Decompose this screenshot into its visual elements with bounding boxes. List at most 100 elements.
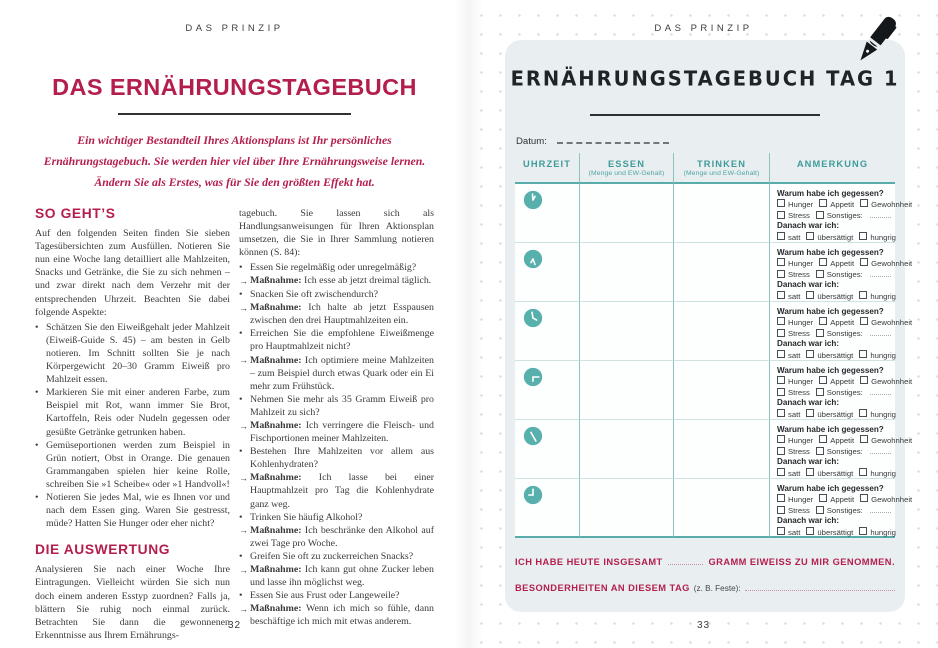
checkbox[interactable] xyxy=(819,494,828,503)
checkbox[interactable] xyxy=(777,376,785,385)
checkbox[interactable] xyxy=(777,468,785,477)
checkbox[interactable] xyxy=(819,317,828,326)
checkbox[interactable] xyxy=(860,376,869,385)
checkbox-label: satt xyxy=(788,350,801,360)
checkbox-label: hungrig xyxy=(870,527,896,537)
essen-cell[interactable] xyxy=(580,302,674,361)
uhrzeit-cell[interactable] xyxy=(515,184,580,243)
checkbox[interactable] xyxy=(859,291,868,300)
checkbox[interactable] xyxy=(806,527,815,536)
checkbox-label: Hunger xyxy=(788,258,814,268)
checkbox-label: Hunger xyxy=(788,494,814,504)
checkbox[interactable] xyxy=(777,199,785,208)
checkbox[interactable] xyxy=(815,328,824,337)
checkbox[interactable] xyxy=(859,350,868,359)
checkbox[interactable] xyxy=(815,505,824,514)
uhrzeit-cell[interactable] xyxy=(515,420,580,479)
checkbox[interactable] xyxy=(777,494,785,503)
qa-question-text: Nehmen Sie mehr als 35 Gramm Eiweiß pro … xyxy=(250,393,434,418)
sonstiges-blank-line[interactable] xyxy=(869,210,891,219)
uhrzeit-cell[interactable] xyxy=(515,243,580,302)
checkbox[interactable] xyxy=(777,328,785,337)
summary-blank-line[interactable] xyxy=(667,556,704,565)
checkbox[interactable] xyxy=(815,210,824,219)
checkbox[interactable] xyxy=(815,269,824,278)
checkbox[interactable] xyxy=(860,199,869,208)
essen-cell[interactable] xyxy=(580,184,674,243)
checkbox[interactable] xyxy=(777,317,785,326)
trinken-cell[interactable] xyxy=(674,479,770,538)
uhrzeit-cell[interactable] xyxy=(515,361,580,420)
checkbox-row: Hunger Appetit Gewohnheit xyxy=(777,258,912,269)
checkbox[interactable] xyxy=(777,269,785,278)
checkbox[interactable] xyxy=(819,435,828,444)
checkbox[interactable] xyxy=(806,468,815,477)
checkbox[interactable] xyxy=(777,387,785,396)
checkbox[interactable] xyxy=(777,446,785,455)
checkbox[interactable] xyxy=(777,505,785,514)
bullet-icon: • xyxy=(239,289,243,301)
arrow-icon: → xyxy=(239,275,248,286)
checkbox[interactable] xyxy=(806,291,815,300)
checkbox[interactable] xyxy=(860,494,869,503)
checkbox-label: Appetit xyxy=(830,376,855,386)
trinken-cell[interactable] xyxy=(674,243,770,302)
checkbox[interactable] xyxy=(819,258,828,267)
checkbox[interactable] xyxy=(777,232,785,241)
checkbox-row: Stress Sonstiges: xyxy=(777,387,891,398)
qa-question: • Essen Sie aus Frust oder Langeweile? xyxy=(239,589,434,602)
note-question: Danach war ich: xyxy=(777,516,840,526)
qa-measure: → Maßnahme: Ich kann gut ohne Zucker lebe… xyxy=(239,563,434,589)
essen-cell[interactable] xyxy=(580,243,674,302)
checkbox-row: Hunger Appetit Gewohnheit xyxy=(777,435,912,446)
checkbox[interactable] xyxy=(815,446,824,455)
besonderheiten-blank-line[interactable] xyxy=(744,582,895,591)
trinken-cell[interactable] xyxy=(674,302,770,361)
checkbox[interactable] xyxy=(859,527,868,536)
checkbox[interactable] xyxy=(860,258,869,267)
checkbox[interactable] xyxy=(815,387,824,396)
qa-question: • Nehmen Sie mehr als 35 Gramm Eiweiß pro… xyxy=(239,393,434,419)
checkbox[interactable] xyxy=(777,409,785,418)
checkbox[interactable] xyxy=(777,291,785,300)
checkbox[interactable] xyxy=(777,350,785,359)
trinken-cell[interactable] xyxy=(674,420,770,479)
checkbox-label: Sonstiges: xyxy=(826,211,863,221)
left-page: DAS PRINZIP DAS ERNÄHRUNGSTAGEBUCH Ein w… xyxy=(35,23,434,641)
checkbox-row: satt übersättigt hungrig xyxy=(777,468,896,479)
trinken-cell[interactable] xyxy=(674,361,770,420)
summary-line: ICH HABE HEUTE INSGESAMT GRAMM EIWEISS Z… xyxy=(515,556,895,567)
checkbox[interactable] xyxy=(777,258,785,267)
essen-cell[interactable] xyxy=(580,420,674,479)
checkbox[interactable] xyxy=(859,232,868,241)
essen-cell[interactable] xyxy=(580,479,674,538)
sonstiges-blank-line[interactable] xyxy=(869,269,891,278)
sonstiges-blank-line[interactable] xyxy=(869,328,891,337)
sonstiges-blank-line[interactable] xyxy=(869,446,891,455)
checkbox[interactable] xyxy=(819,376,828,385)
checkbox[interactable] xyxy=(860,317,869,326)
measure-label: Maßnahme: xyxy=(250,302,302,314)
uhrzeit-cell[interactable] xyxy=(515,302,580,361)
checkbox[interactable] xyxy=(819,199,828,208)
checkbox-row: satt übersättigt hungrig xyxy=(777,232,896,243)
sonstiges-blank-line[interactable] xyxy=(869,387,891,396)
checkbox[interactable] xyxy=(860,435,869,444)
essen-cell[interactable] xyxy=(580,361,674,420)
checkbox[interactable] xyxy=(777,210,785,219)
checkbox[interactable] xyxy=(859,409,868,418)
checkbox-label: übersättigt xyxy=(817,468,854,478)
column-sublabel: (Menge und EW-Gehalt) xyxy=(683,170,760,177)
qa-measure: → Maßnahme: Ich optimiere meine Mahlzeite… xyxy=(239,354,434,393)
note-question: Warum habe ich gegessen? xyxy=(777,365,884,375)
checkbox[interactable] xyxy=(777,435,785,444)
uhrzeit-cell[interactable] xyxy=(515,479,580,538)
date-blank-line[interactable] xyxy=(556,134,669,144)
checkbox[interactable] xyxy=(777,527,785,536)
trinken-cell[interactable] xyxy=(674,184,770,243)
checkbox[interactable] xyxy=(859,468,868,477)
checkbox[interactable] xyxy=(806,350,815,359)
sonstiges-blank-line[interactable] xyxy=(869,505,891,514)
checkbox[interactable] xyxy=(806,232,815,241)
checkbox[interactable] xyxy=(806,409,815,418)
